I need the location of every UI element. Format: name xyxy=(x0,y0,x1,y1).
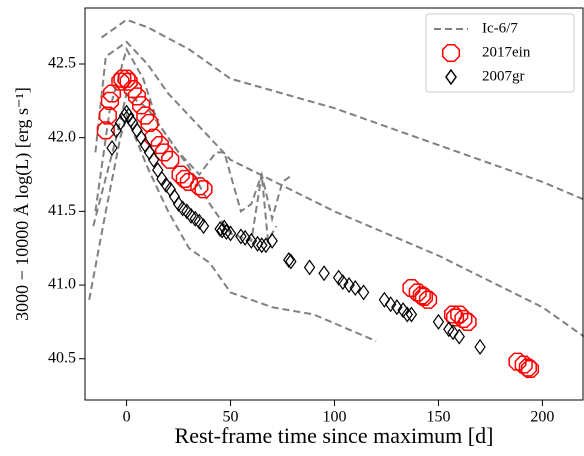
data-point xyxy=(402,278,421,298)
x-tick-label: 200 xyxy=(530,409,554,426)
legend-label: 2017ein xyxy=(482,44,531,60)
data-point xyxy=(384,296,397,313)
template-line xyxy=(101,18,584,201)
legend-label: 2007gr xyxy=(482,68,525,84)
data-point xyxy=(119,72,138,91)
data-point xyxy=(136,106,155,125)
y-tick-label: 42.5 xyxy=(48,55,76,72)
data-point xyxy=(474,338,486,355)
data-point xyxy=(214,221,226,238)
data-point xyxy=(150,135,169,155)
x-tick-label: 150 xyxy=(426,409,450,426)
data-point xyxy=(245,232,258,249)
plot-area xyxy=(88,18,584,379)
data-point xyxy=(520,359,540,379)
data-point xyxy=(140,113,159,133)
data-point xyxy=(337,274,349,291)
y-tick-label: 41.5 xyxy=(48,202,76,219)
data-point xyxy=(147,151,160,168)
data-point xyxy=(118,107,131,124)
template-line xyxy=(92,91,278,245)
y-axis-label: 3000 − 10000 Å log(L) [erg s⁻¹] xyxy=(12,87,33,321)
data-point xyxy=(154,143,174,162)
data-point xyxy=(349,279,362,297)
legend-marker xyxy=(445,68,457,86)
data-point xyxy=(418,290,438,309)
data-point xyxy=(446,308,465,327)
data-point xyxy=(285,253,297,270)
data-point xyxy=(218,219,231,236)
data-point xyxy=(255,237,268,254)
data-point xyxy=(343,277,355,294)
data-point xyxy=(220,223,233,241)
data-point xyxy=(251,235,264,252)
data-point xyxy=(239,229,251,246)
data-point xyxy=(401,306,414,323)
data-point xyxy=(303,259,316,276)
x-axis-label: Rest-frame time since maximum [d] xyxy=(175,423,494,448)
data-point xyxy=(197,218,210,235)
data-point xyxy=(106,139,118,157)
plot-frame xyxy=(84,7,584,401)
data-point xyxy=(98,106,117,125)
legend-label: Ic-6/7 xyxy=(482,20,518,36)
data-point xyxy=(391,299,403,316)
data-point xyxy=(194,180,213,199)
data-point xyxy=(144,128,163,147)
data-point xyxy=(111,72,130,91)
legend-box xyxy=(425,13,575,93)
y-tick-label: 40.5 xyxy=(48,349,76,366)
data-point xyxy=(216,222,228,239)
legend-marker xyxy=(441,43,461,63)
y-tick-label: 42.0 xyxy=(48,128,76,145)
data-point xyxy=(283,251,295,269)
data-point xyxy=(179,172,199,191)
x-tick-label: 50 xyxy=(223,409,239,426)
data-point xyxy=(447,324,459,341)
data-point xyxy=(450,305,469,324)
template-line xyxy=(94,46,294,223)
data-point xyxy=(171,165,190,184)
data-point xyxy=(453,328,465,345)
data-point xyxy=(432,313,445,330)
data-point xyxy=(96,121,115,140)
data-point xyxy=(266,232,278,249)
data-point xyxy=(405,306,418,323)
data-point xyxy=(318,265,330,282)
data-point xyxy=(123,79,142,99)
data-point xyxy=(378,291,391,308)
data-point xyxy=(458,312,477,331)
data-point xyxy=(102,84,122,103)
y-tick-label: 41.0 xyxy=(48,276,76,293)
data-point xyxy=(127,87,147,106)
data-point xyxy=(100,91,120,110)
data-point xyxy=(235,228,247,245)
data-point xyxy=(132,96,151,115)
template-line xyxy=(88,112,377,343)
data-point xyxy=(161,150,180,169)
x-tick-label: 100 xyxy=(323,409,347,426)
data-point xyxy=(357,284,370,301)
x-tick-label: 0 xyxy=(123,409,131,426)
data-point xyxy=(224,225,237,242)
